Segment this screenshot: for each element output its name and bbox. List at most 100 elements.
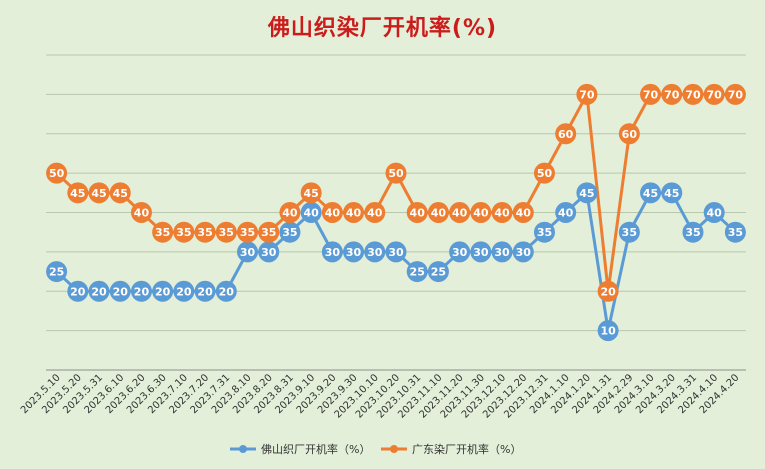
data-point bbox=[237, 241, 259, 263]
data-point bbox=[555, 123, 577, 145]
data-label: 30 bbox=[367, 246, 383, 259]
data-label: 30 bbox=[388, 246, 404, 259]
data-point bbox=[300, 202, 322, 223]
data-point bbox=[46, 261, 68, 283]
data-label: 35 bbox=[197, 226, 212, 239]
data-label: 60 bbox=[558, 128, 574, 141]
data-point bbox=[194, 280, 216, 302]
data-point bbox=[427, 202, 449, 223]
data-label: 20 bbox=[219, 285, 235, 298]
legend-swatch-marker bbox=[239, 445, 247, 453]
data-point bbox=[406, 202, 428, 223]
data-point bbox=[491, 241, 513, 263]
data-point bbox=[46, 162, 68, 184]
data-point bbox=[618, 123, 640, 145]
chart-title: 佛山织染厂开机率(%) bbox=[267, 16, 498, 41]
data-point bbox=[194, 221, 216, 243]
data-label: 40 bbox=[452, 207, 468, 220]
data-point bbox=[88, 280, 110, 302]
data-label: 50 bbox=[49, 167, 65, 180]
data-label: 50 bbox=[537, 167, 553, 180]
data-label: 30 bbox=[240, 246, 256, 259]
data-point bbox=[385, 162, 407, 184]
data-label: 25 bbox=[410, 266, 425, 279]
data-labels: 25 20 20 20 20 20 20 20 20 30 30 35 40 30 30 30 30 25 25 30… bbox=[46, 83, 746, 342]
data-label: 45 bbox=[91, 187, 106, 200]
data-point bbox=[427, 261, 449, 283]
legend-label: 佛山织厂开机率（%） bbox=[261, 442, 370, 456]
data-label: 20 bbox=[70, 285, 86, 298]
data-label: 40 bbox=[346, 207, 362, 220]
data-point bbox=[173, 280, 195, 302]
data-label: 40 bbox=[494, 207, 510, 220]
data-point bbox=[321, 241, 343, 263]
data-point bbox=[576, 182, 598, 204]
data-point bbox=[258, 241, 280, 263]
data-point bbox=[661, 182, 683, 204]
data-point bbox=[470, 241, 492, 263]
data-label: 40 bbox=[516, 207, 532, 220]
data-point bbox=[576, 83, 598, 105]
data-point bbox=[640, 83, 662, 105]
data-label: 35 bbox=[282, 226, 297, 239]
data-point bbox=[321, 202, 343, 223]
data-label: 20 bbox=[155, 285, 171, 298]
data-label: 70 bbox=[707, 88, 723, 101]
data-label: 35 bbox=[240, 226, 255, 239]
data-label: 30 bbox=[346, 246, 362, 259]
data-label: 70 bbox=[579, 88, 595, 101]
data-label: 30 bbox=[494, 246, 510, 259]
data-label: 35 bbox=[155, 226, 170, 239]
data-label: 40 bbox=[325, 207, 341, 220]
data-point bbox=[130, 280, 152, 302]
data-label: 70 bbox=[664, 88, 680, 101]
data-point bbox=[300, 182, 322, 204]
data-label: 20 bbox=[600, 285, 616, 298]
data-point bbox=[682, 221, 704, 243]
data-point bbox=[343, 202, 365, 223]
data-label: 25 bbox=[431, 266, 446, 279]
data-point bbox=[449, 202, 471, 223]
data-label: 40 bbox=[134, 207, 150, 220]
data-label: 40 bbox=[558, 207, 574, 220]
data-point bbox=[512, 202, 534, 223]
data-point bbox=[173, 221, 195, 243]
data-label: 40 bbox=[410, 207, 426, 220]
data-point bbox=[470, 202, 492, 223]
data-label: 35 bbox=[622, 226, 637, 239]
data-label: 20 bbox=[113, 285, 129, 298]
data-label: 35 bbox=[728, 226, 743, 239]
data-point bbox=[449, 241, 471, 263]
data-point bbox=[491, 202, 513, 223]
data-point bbox=[130, 202, 152, 223]
data-label: 70 bbox=[728, 88, 744, 101]
legend: 佛山织厂开机率（%） 广东染厂开机率（%） bbox=[230, 442, 521, 456]
data-label: 25 bbox=[49, 266, 64, 279]
data-point bbox=[724, 221, 746, 243]
data-point bbox=[88, 182, 110, 204]
data-point bbox=[640, 182, 662, 204]
data-point bbox=[237, 221, 259, 243]
data-label: 35 bbox=[261, 226, 276, 239]
legend-swatch-marker bbox=[390, 445, 398, 453]
data-point bbox=[703, 202, 725, 223]
data-point bbox=[343, 241, 365, 263]
data-point bbox=[109, 182, 131, 204]
data-point bbox=[597, 320, 619, 342]
data-label: 50 bbox=[388, 167, 404, 180]
data-point bbox=[279, 221, 301, 243]
data-label: 35 bbox=[219, 226, 234, 239]
data-point bbox=[364, 241, 386, 263]
data-point bbox=[109, 280, 131, 302]
data-point bbox=[385, 241, 407, 263]
data-label: 30 bbox=[473, 246, 489, 259]
data-point bbox=[661, 83, 683, 105]
data-point bbox=[67, 280, 89, 302]
legend-label: 广东染厂开机率（%） bbox=[412, 442, 521, 456]
data-label: 45 bbox=[643, 187, 658, 200]
data-label: 45 bbox=[303, 187, 318, 200]
data-point bbox=[555, 202, 577, 223]
data-point bbox=[618, 221, 640, 243]
data-label: 35 bbox=[685, 226, 700, 239]
data-label: 20 bbox=[91, 285, 107, 298]
